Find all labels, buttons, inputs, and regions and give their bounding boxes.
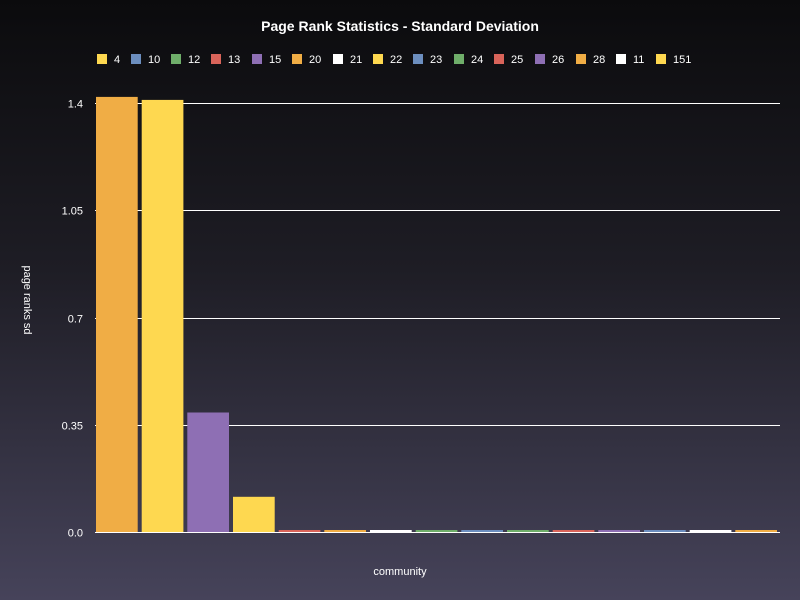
y-tick-label-3: 1.05 [62,206,83,218]
bar-15 [278,530,321,532]
legend-swatch-13 [211,54,221,64]
bar-13 [233,496,275,532]
legend-label-28: 28 [593,54,605,66]
bar-12 [187,412,229,532]
y-axis-label: page ranks sd [21,265,33,334]
bar-26 [598,530,640,532]
legend-swatch-10 [131,54,141,64]
legend-item-151: 151 [656,54,691,66]
bar-151 [735,530,777,532]
legend-swatch-20 [292,54,302,64]
bar-24 [507,530,549,532]
legend-item-20: 20 [292,54,321,66]
legend-label-13: 13 [228,54,240,66]
legend-item-11: 11 [616,54,644,66]
legend-item-24: 24 [454,54,483,66]
legend-label-15: 15 [269,54,281,66]
legend-label-4: 4 [114,54,120,66]
legend-label-11: 11 [633,54,644,66]
legend-label-25: 25 [511,54,523,66]
legend-swatch-21 [333,54,343,64]
legend-swatch-28 [576,54,586,64]
legend-label-10: 10 [148,54,160,66]
legend-swatch-26 [535,54,545,64]
y-tick-label-1: 0.35 [62,421,83,433]
legend-item-15: 15 [252,54,281,66]
legend-label-20: 20 [309,54,321,66]
legend-item-23: 23 [413,54,442,66]
bar-10 [141,99,184,533]
legend-swatch-15 [252,54,262,64]
bar-20 [324,530,366,532]
legend-swatch-12 [171,54,181,64]
y-tick-label-0: 0.0 [68,528,83,540]
legend-item-25: 25 [494,54,523,66]
bar-11 [689,530,732,532]
legend-item-22: 22 [373,54,402,66]
legend-item-4: 4 [97,54,120,66]
legend: 4 10 12 13 15 20 21 22 23 24 25 26 28 11 151 [97,54,691,66]
legend-label-23: 23 [430,54,442,66]
legend-label-26: 26 [552,54,564,66]
y-tick-label-4: 1.4 [68,99,83,111]
chart-title: Page Rank Statistics - Standard Deviatio… [261,18,539,34]
bar-4 [96,96,138,533]
legend-label-24: 24 [471,54,483,66]
legend-label-22: 22 [390,54,402,66]
legend-swatch-24 [454,54,464,64]
legend-item-26: 26 [535,54,564,66]
bar-23 [461,530,503,532]
legend-label-151: 151 [673,54,691,66]
bar-21 [370,530,412,532]
y-axis-ticks: 0.0 0.35 0.7 1.05 1.4 [62,99,83,540]
bar-22 [415,530,458,532]
legend-swatch-22 [373,54,383,64]
legend-label-21: 21 [350,54,362,66]
bar-25 [552,530,595,532]
legend-swatch-11 [616,54,626,64]
bars [96,96,777,533]
legend-item-12: 12 [171,54,200,66]
legend-item-10: 10 [131,54,160,66]
legend-item-13: 13 [211,54,240,66]
legend-label-12: 12 [188,54,200,66]
legend-swatch-23 [413,54,423,64]
legend-item-21: 21 [333,54,362,66]
x-axis-label: community [373,566,427,578]
y-tick-label-2: 0.7 [68,314,83,326]
legend-swatch-4 [97,54,107,64]
bar-28 [644,530,686,532]
legend-swatch-151 [656,54,666,64]
legend-swatch-25 [494,54,504,64]
legend-item-28: 28 [576,54,605,66]
